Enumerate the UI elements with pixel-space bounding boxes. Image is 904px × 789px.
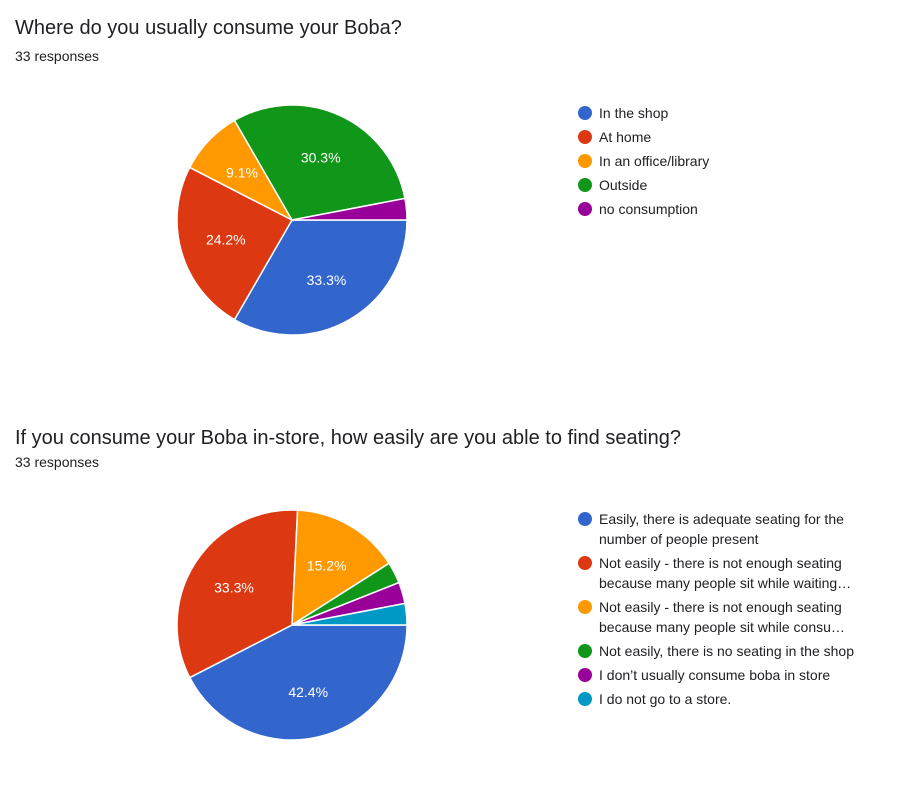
legend-swatch-icon: [578, 644, 592, 658]
legend-swatch-icon: [578, 600, 592, 614]
legend-swatch-icon: [578, 106, 592, 120]
legend-item[interactable]: Not easily - there is not enough seating…: [578, 553, 888, 593]
legend-item[interactable]: Outside: [578, 175, 888, 195]
pie-slice-6[interactable]: [291, 602, 408, 626]
pie-chart: 42.4% 33.3% 15.2%: [176, 509, 408, 741]
legend-swatch-icon: [578, 512, 592, 526]
legend-label: Easily, there is adequate seating for th…: [599, 511, 844, 547]
slice-data-label: 42.4%: [288, 684, 328, 700]
response-count: 33 responses: [15, 454, 100, 470]
legend-item[interactable]: Not easily, there is no seating in the s…: [578, 641, 888, 661]
pie-slice-2[interactable]: [176, 509, 299, 679]
chart-card-consumption-location: Where do you usually consume your Boba? …: [15, 17, 888, 336]
pie-slice-5[interactable]: [291, 197, 408, 221]
chart-card-seating-availability: If you consume your Boba in-store, how e…: [0, 405, 904, 789]
legend-label: Not easily - there is not enough seating…: [599, 599, 845, 635]
legend-item[interactable]: Easily, there is adequate seating for th…: [578, 509, 888, 549]
legend-label: Not easily, there is no seating in the s…: [599, 643, 855, 659]
legend-item[interactable]: In an office/library: [578, 151, 888, 171]
legend-swatch-icon: [578, 556, 592, 570]
slice-data-label: 15.2%: [307, 557, 347, 573]
slice-data-label: 33.3%: [307, 272, 347, 288]
pie-slice-3[interactable]: [291, 509, 391, 627]
legend-item[interactable]: I do not go to a store.: [578, 689, 888, 709]
slice-data-label: 30.3%: [301, 149, 341, 165]
legend-label: Outside: [599, 177, 648, 193]
slice-data-label: 24.2%: [206, 232, 246, 248]
legend-swatch-icon: [578, 692, 592, 706]
legend-label: I do not go to a store.: [599, 691, 732, 707]
chart-legend: In the shop At home In an office/library Ou…: [578, 103, 888, 223]
slice-data-label: 33.3%: [214, 580, 254, 596]
slice-data-label: 9.1%: [226, 164, 258, 180]
legend-item[interactable]: In the shop: [578, 103, 888, 123]
legend-item[interactable]: Not easily - there is not enough seating…: [578, 597, 888, 637]
legend-swatch-icon: [578, 178, 592, 192]
legend-swatch-icon: [578, 202, 592, 216]
legend-item[interactable]: no consumption: [578, 199, 888, 219]
legend-swatch-icon: [578, 154, 592, 168]
pie-slice-4[interactable]: [233, 104, 406, 221]
legend-label: I don’t usually consume boba in store: [599, 667, 831, 683]
legend-item[interactable]: I don’t usually consume boba in store: [578, 665, 888, 685]
legend-label: no consumption: [599, 201, 698, 217]
chart-title: Where do you usually consume your Boba?: [15, 17, 402, 39]
legend-label: In the shop: [599, 105, 669, 121]
chart-title: If you consume your Boba in-store, how e…: [15, 427, 681, 449]
response-count: 33 responses: [15, 48, 100, 64]
chart-legend: Easily, there is adequate seating for th…: [578, 509, 888, 713]
legend-item[interactable]: At home: [578, 127, 888, 147]
pie-slice-1[interactable]: [233, 219, 408, 336]
legend-label: In an office/library: [599, 153, 710, 169]
legend-label: Not easily - there is not enough seating…: [599, 555, 852, 591]
legend-swatch-icon: [578, 130, 592, 144]
pie-slice-1[interactable]: [188, 624, 408, 741]
legend-swatch-icon: [578, 668, 592, 682]
legend-label: At home: [599, 129, 652, 145]
pie-chart: 33.3% 24.2% 9.1% 30.3%: [176, 104, 408, 336]
